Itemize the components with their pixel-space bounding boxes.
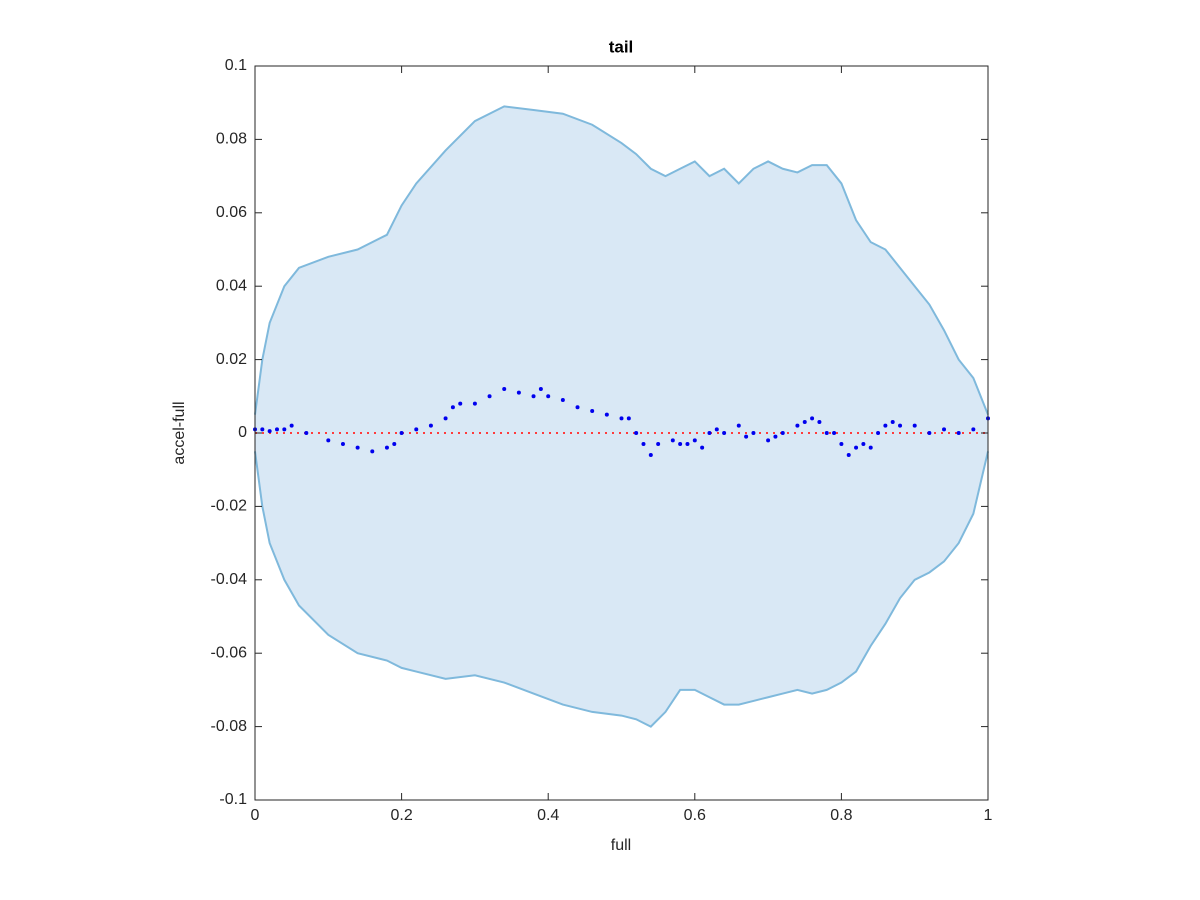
x-tick-label: 0 bbox=[251, 807, 260, 824]
point bbox=[355, 445, 360, 450]
point bbox=[487, 394, 492, 399]
y-tick-label: -0.1 bbox=[219, 791, 247, 808]
point bbox=[282, 427, 287, 432]
point bbox=[685, 442, 690, 447]
x-axis-label: full bbox=[611, 837, 631, 854]
point bbox=[890, 419, 895, 424]
point bbox=[450, 405, 455, 410]
point bbox=[267, 429, 272, 434]
point bbox=[604, 412, 609, 417]
band-upper bbox=[254, 105, 989, 416]
point bbox=[802, 419, 807, 424]
point bbox=[428, 423, 433, 428]
point bbox=[736, 423, 741, 428]
point bbox=[626, 416, 631, 421]
y-tick-label: -0.02 bbox=[211, 498, 248, 515]
point bbox=[590, 408, 595, 413]
point bbox=[304, 431, 309, 435]
y-tick-label: 0.1 bbox=[225, 57, 247, 74]
point bbox=[707, 431, 712, 435]
y-tick-label: 0.02 bbox=[216, 351, 247, 368]
point bbox=[392, 442, 397, 447]
point bbox=[458, 401, 463, 406]
point bbox=[289, 423, 294, 428]
point bbox=[817, 419, 822, 424]
point bbox=[274, 427, 279, 432]
point bbox=[670, 438, 675, 443]
point bbox=[942, 427, 947, 432]
point bbox=[634, 431, 639, 435]
band-lower bbox=[254, 451, 989, 728]
y-tick-label: 0.08 bbox=[216, 131, 247, 148]
point bbox=[883, 423, 888, 428]
x-tick-label: 0.2 bbox=[390, 807, 412, 824]
point bbox=[773, 434, 778, 439]
point bbox=[956, 431, 961, 435]
point bbox=[912, 423, 917, 428]
point bbox=[414, 427, 419, 432]
x-tick-label: 0.6 bbox=[684, 807, 706, 824]
point bbox=[384, 445, 389, 450]
point bbox=[868, 445, 873, 450]
y-tick-label: 0 bbox=[238, 424, 247, 441]
x-tick-label: 0.8 bbox=[830, 807, 852, 824]
point bbox=[641, 442, 646, 447]
point bbox=[370, 449, 375, 454]
y-axis-label: accel-full bbox=[171, 401, 188, 464]
point bbox=[876, 431, 881, 435]
point bbox=[971, 427, 976, 432]
point bbox=[714, 427, 719, 432]
y-tick-label: 0.06 bbox=[216, 204, 247, 221]
point bbox=[560, 397, 565, 402]
point bbox=[839, 442, 844, 447]
point bbox=[502, 386, 507, 391]
point bbox=[340, 442, 345, 447]
point bbox=[619, 416, 624, 421]
point bbox=[260, 427, 265, 432]
point bbox=[751, 431, 756, 435]
point bbox=[546, 394, 551, 399]
chart-title: tail bbox=[609, 37, 634, 56]
point bbox=[766, 438, 771, 443]
point bbox=[898, 423, 903, 428]
point bbox=[846, 453, 851, 458]
y-tick-label: -0.08 bbox=[211, 718, 248, 735]
point bbox=[824, 431, 829, 435]
point bbox=[443, 416, 448, 421]
point bbox=[648, 453, 653, 458]
x-tick-label: 1 bbox=[984, 807, 993, 824]
point bbox=[399, 431, 404, 435]
point bbox=[516, 390, 521, 395]
point bbox=[722, 431, 727, 435]
point bbox=[692, 438, 697, 443]
y-tick-label: -0.04 bbox=[211, 571, 248, 588]
point bbox=[832, 431, 837, 435]
point bbox=[700, 445, 705, 450]
point bbox=[780, 431, 785, 435]
point bbox=[795, 423, 800, 428]
point bbox=[810, 416, 815, 421]
point bbox=[854, 445, 859, 450]
point bbox=[538, 386, 543, 391]
y-tick-label: -0.06 bbox=[211, 644, 248, 661]
x-tick-label: 0.4 bbox=[537, 807, 559, 824]
point bbox=[656, 442, 661, 447]
point bbox=[744, 434, 749, 439]
point bbox=[575, 405, 580, 410]
point bbox=[678, 442, 683, 447]
point bbox=[927, 431, 932, 435]
point bbox=[531, 394, 536, 399]
point bbox=[472, 401, 477, 406]
y-tick-label: 0.04 bbox=[216, 277, 247, 294]
point bbox=[326, 438, 331, 443]
point bbox=[861, 442, 866, 447]
